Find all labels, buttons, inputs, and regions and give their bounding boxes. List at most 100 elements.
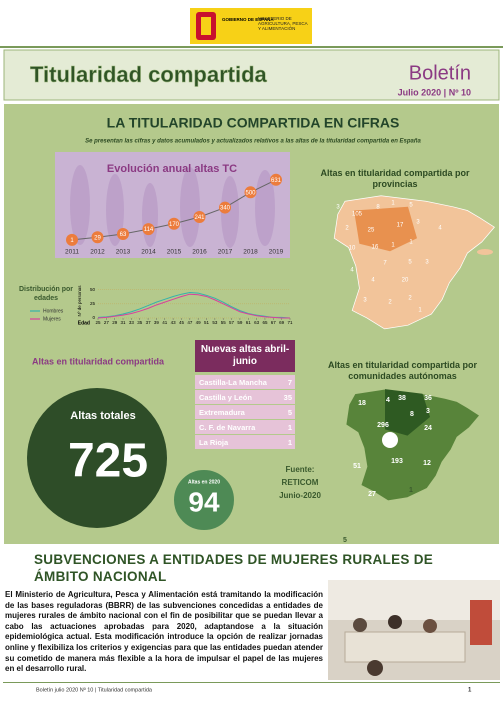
region-name: Castilla-La Mancha — [199, 378, 267, 387]
province-label: 20 — [402, 278, 409, 284]
article-title: SUBVENCIONES A ENTIDADES DE MUJERES RURA… — [34, 552, 434, 584]
province-label: 3 — [416, 220, 420, 226]
point — [91, 231, 104, 244]
province-label: 16 — [372, 245, 379, 251]
year-label: 2013 — [116, 249, 131, 256]
x-tick-label: 27 — [104, 320, 110, 325]
silhouettes — [70, 165, 275, 248]
province-label: 2 — [388, 300, 392, 306]
province-highlight — [354, 206, 417, 252]
region-name: C. F. de Navarra — [199, 423, 256, 432]
region-value: 35 — [283, 393, 292, 402]
region-value: 7 — [287, 378, 292, 387]
publication: Boletín — [409, 62, 471, 84]
year-label: 2015 — [167, 249, 182, 256]
province-label: 7 — [383, 261, 387, 267]
banner — [3, 49, 500, 101]
x-tick-label: 59 — [237, 320, 243, 325]
point-label: 340 — [220, 206, 231, 212]
total-label: Altas totales — [70, 410, 135, 422]
photo — [328, 580, 500, 680]
point-label: 631 — [271, 178, 282, 184]
region-name: La Rioja — [199, 438, 229, 447]
table-row — [195, 375, 295, 389]
x-tick-label: 57 — [229, 320, 235, 325]
section-title: LA TITULARIDAD COMPARTIDA EN CIFRAS — [107, 115, 400, 131]
region-label: 296 — [377, 422, 389, 429]
y-tick-label: 50 — [90, 287, 96, 292]
table-title: Nuevas altas abril-junio — [195, 340, 295, 372]
totals-title: Altas en titularidad compartida — [32, 356, 165, 366]
x-tick-label: 53 — [212, 320, 218, 325]
point — [168, 217, 180, 230]
x-tick-label: 51 — [204, 320, 210, 325]
province-map-title: Altas en titularidad compartida por prov… — [320, 168, 470, 189]
year-label: 2011 — [65, 249, 79, 256]
region-value: 1 — [287, 423, 292, 432]
region-name: Castilla y León — [199, 393, 252, 402]
year-label: 2019 — [269, 249, 284, 256]
y-tick-label: 0 — [92, 315, 95, 320]
province-label: 2 — [408, 296, 412, 302]
x-tick-label: 67 — [271, 320, 277, 325]
point-label: 241 — [194, 215, 205, 221]
region-label: 8 — [410, 411, 414, 418]
x-tick-label: 63 — [254, 320, 260, 325]
point-label: 29 — [94, 235, 101, 241]
x-tick-label: 33 — [129, 320, 135, 325]
source-label: Fuente: — [286, 465, 315, 474]
region-label: 3 — [426, 408, 430, 415]
x-tick-label: 71 — [287, 320, 293, 325]
year-label: 2018 — [243, 249, 258, 256]
year-label: 2012 — [90, 249, 105, 256]
province-label: 4 — [438, 226, 442, 232]
province-label: 17 — [397, 223, 404, 229]
province-label: 1 — [418, 308, 422, 314]
point — [219, 201, 231, 214]
province-label: 8 — [376, 205, 380, 211]
x-tick-label: 29 — [112, 320, 118, 325]
region-label: 193 — [391, 458, 403, 465]
region-label: 27 — [368, 491, 376, 498]
madrid — [382, 432, 398, 448]
rule — [0, 46, 503, 48]
total-circle — [27, 388, 167, 528]
y-tick-label: 25 — [90, 301, 96, 306]
x-axis-label: Edad — [78, 320, 90, 326]
year-label: 2016 — [192, 249, 207, 256]
x-tick-label: 55 — [221, 320, 227, 325]
ministry: MINISTERIO DE AGRICULTURA, PESCA Y ALIME… — [258, 16, 308, 31]
region-label: 51 — [353, 463, 361, 470]
point-label: 114 — [144, 227, 154, 233]
x-tick-label: 49 — [196, 320, 202, 325]
x-tick-label: 45 — [179, 320, 185, 325]
region-map-title: Altas en titularidad compartida por comu… — [327, 360, 478, 381]
source-name: RETICOM — [282, 478, 319, 487]
year-value: 94 — [188, 486, 220, 517]
x-tick-label: 43 — [171, 320, 177, 325]
x-tick-label: 65 — [262, 320, 268, 325]
article-body: El Ministerio de Agricultura, Pesca y Al… — [5, 590, 323, 674]
region-label: 38 — [398, 395, 406, 402]
page-number: 1 — [468, 688, 472, 694]
region-label: 5 — [343, 537, 347, 544]
source-date: Junio-2020 — [279, 491, 321, 500]
emblem — [190, 8, 312, 44]
legend-label: Mujeres — [43, 316, 61, 322]
point-label: 500 — [245, 190, 256, 196]
region-label: 1 — [409, 487, 413, 494]
region-highlight — [385, 389, 430, 436]
year-label: 2014 — [141, 249, 156, 256]
point-label: 170 — [169, 222, 180, 228]
point-label: 1 — [70, 238, 74, 244]
region-label: 12 — [423, 460, 431, 467]
point — [193, 211, 206, 224]
y-axis-label: Nº de personas — [77, 285, 82, 317]
footer-rule — [3, 682, 500, 683]
province-label: 3 — [363, 298, 367, 304]
region-map — [345, 388, 481, 502]
year-label: 2017 — [218, 249, 233, 256]
table-row — [195, 405, 295, 419]
